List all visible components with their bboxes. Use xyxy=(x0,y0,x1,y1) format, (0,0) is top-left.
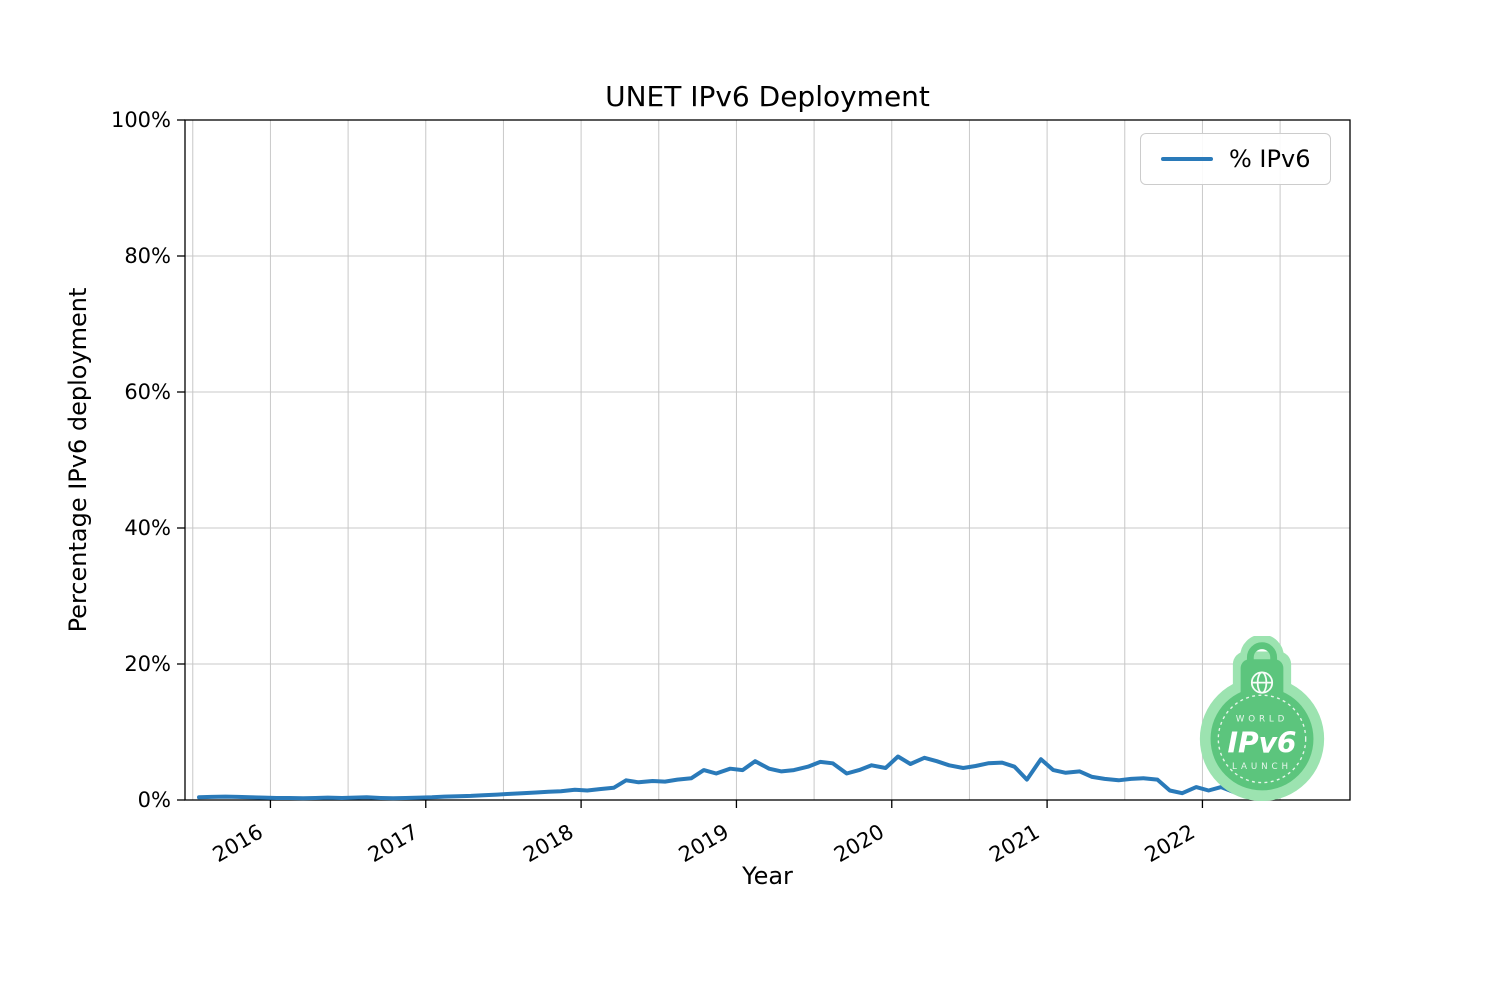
legend-label: % IPv6 xyxy=(1229,145,1311,173)
y-tick-label: 80% xyxy=(124,244,171,268)
ipv6-launch-logo-icon: WORLD IPv6 LAUNCH xyxy=(1199,634,1325,802)
x-axis-label: Year xyxy=(742,862,793,890)
ipv6-deployment-line xyxy=(197,754,1262,801)
x-tick-label: 2016 xyxy=(209,820,267,868)
legend-line-swatch xyxy=(1161,157,1213,161)
globe-icon xyxy=(1250,671,1274,694)
x-tick-label: 2017 xyxy=(364,820,422,868)
chart-title: UNET IPv6 Deployment xyxy=(605,80,930,113)
x-tick-label: 2021 xyxy=(985,820,1043,868)
y-tick-label: 60% xyxy=(124,380,171,404)
y-tick-label: 20% xyxy=(124,652,171,676)
y-tick-label: 40% xyxy=(124,516,171,540)
world-ipv6-launch-badge: WORLD IPv6 LAUNCH xyxy=(1194,634,1330,803)
badge-inner-lock-icon xyxy=(1210,642,1314,791)
x-tick-label: 2022 xyxy=(1141,820,1199,868)
x-tick-label: 2018 xyxy=(519,820,577,868)
badge-launch-text: LAUNCH xyxy=(1232,762,1292,772)
badge-world-text: WORLD xyxy=(1236,714,1289,724)
legend: % IPv6 xyxy=(1140,133,1332,185)
y-tick-label: 100% xyxy=(111,108,171,132)
plot-border xyxy=(184,119,1351,801)
badge-dashed-ring xyxy=(1217,694,1307,784)
x-tick-label: 2020 xyxy=(830,820,888,868)
y-tick-label: 0% xyxy=(138,788,171,812)
x-tick-label: 2019 xyxy=(675,820,733,868)
badge-ipv6-text: IPv6 xyxy=(1227,727,1296,760)
